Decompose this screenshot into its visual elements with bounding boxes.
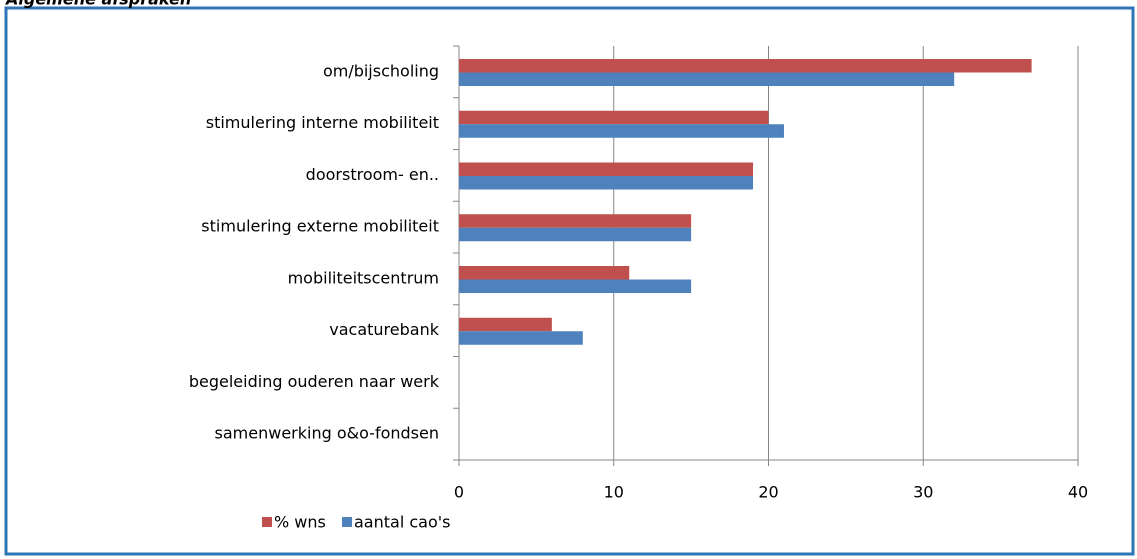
bar	[459, 279, 692, 293]
y-tick-label: om/bijscholing	[323, 61, 439, 80]
bar	[459, 124, 784, 138]
chart-title: Algemene afspraken	[4, 0, 191, 9]
bar	[459, 266, 630, 280]
legend-label: aantal cao's	[354, 513, 450, 532]
x-tick-label: 10	[604, 483, 624, 502]
bar	[459, 317, 552, 332]
bar	[459, 72, 955, 86]
x-tick-label: 30	[913, 483, 933, 502]
x-tick-label: 0	[454, 483, 464, 502]
bar	[459, 110, 769, 125]
bar	[459, 214, 692, 228]
y-tick-label: vacaturebank	[329, 320, 439, 339]
legend-swatch	[342, 517, 352, 527]
x-tick-label: 20	[758, 483, 778, 502]
y-tick-label: doorstroom- en..	[306, 165, 439, 184]
bar	[459, 162, 754, 176]
bar	[459, 331, 583, 345]
bar	[459, 59, 1032, 73]
bar	[459, 176, 754, 190]
y-tick-label: mobiliteitscentrum	[288, 268, 439, 287]
legend-swatch	[262, 517, 272, 527]
y-tick-label: begeleiding ouderen naar werk	[189, 372, 440, 391]
y-tick-label: stimulering externe mobiliteit	[201, 217, 439, 236]
legend-label: % wns	[274, 513, 326, 532]
x-tick-label: 40	[1068, 483, 1088, 502]
bar	[459, 227, 692, 242]
y-tick-label: samenwerking o&o-fondsen	[215, 424, 439, 443]
y-tick-label: stimulering interne mobiliteit	[206, 113, 439, 132]
